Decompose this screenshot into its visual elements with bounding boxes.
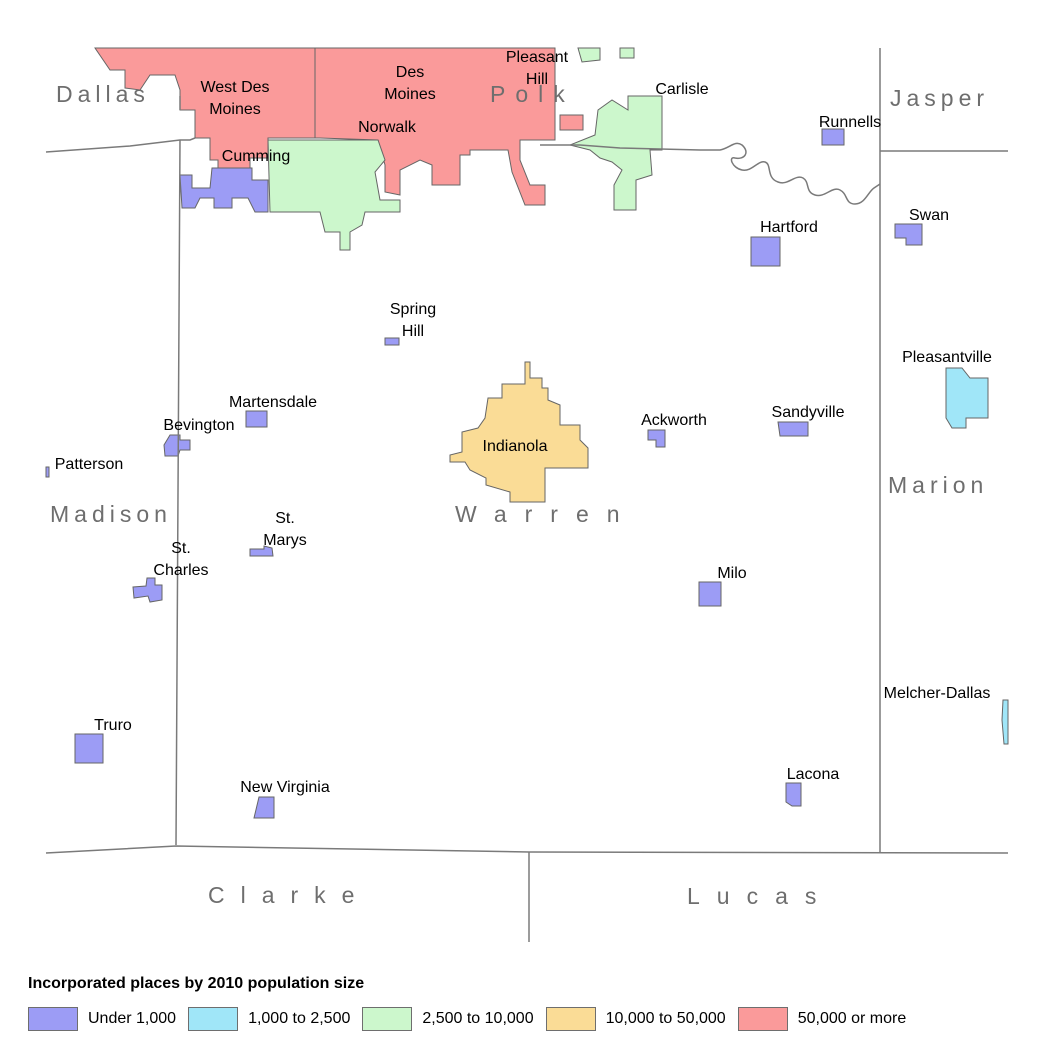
carlisle-area — [568, 47, 663, 211]
place-label-cumming: Cumming — [222, 148, 290, 165]
place-label-carlisle: Carlisle — [655, 81, 708, 98]
place-label-hartford: Hartford — [760, 219, 818, 236]
county-label-lucas: Lucas — [687, 883, 833, 909]
south-boundary — [45, 845, 1009, 854]
patterson-place — [45, 466, 50, 478]
bevington-place — [163, 434, 191, 457]
county-label-dallas: Dallas — [56, 81, 150, 107]
county-labels: Dallas Polk Jasper Madison Warren Marion… — [50, 81, 989, 909]
legend-label: 1,000 to 2,500 — [248, 1010, 351, 1027]
legend-item-10000-50000: 10,000 to 50,000 — [545, 1007, 726, 1031]
place-label-new-virginia: New Virginia — [240, 779, 330, 796]
place-label-indianola: Indianola — [483, 438, 548, 455]
place-label-des-moines-2: Moines — [384, 86, 436, 103]
place-label-st-marys: St. — [275, 510, 295, 527]
legend-swatch — [737, 1007, 788, 1031]
place-label-melcher-dallas: Melcher-Dallas — [884, 685, 991, 702]
place-label-swan: Swan — [909, 207, 949, 224]
place-label-truro: Truro — [94, 717, 132, 734]
county-label-warren: Warren — [455, 501, 638, 527]
map-legend: Incorporated places by 2010 population s… — [28, 975, 1028, 1031]
place-label-pleasant-hill: Pleasant — [506, 49, 569, 66]
legend-label: 2,500 to 10,000 — [422, 1010, 534, 1027]
place-polygons — [45, 47, 1009, 819]
county-label-clarke: Clarke — [208, 882, 370, 908]
county-label-jasper: Jasper — [890, 85, 989, 111]
pleasant-hill-fragment — [559, 114, 584, 131]
county-label-polk: Polk — [490, 81, 575, 107]
milo-place — [698, 581, 722, 607]
new-virginia-place — [253, 796, 275, 819]
place-label-patterson: Patterson — [55, 456, 123, 473]
county-label-madison: Madison — [50, 501, 172, 527]
spring-hill-place — [384, 337, 400, 346]
indianola-place — [449, 361, 589, 503]
place-label-west-des-moines-2: Moines — [209, 101, 261, 118]
place-label-west-des-moines: West Des — [200, 79, 269, 96]
place-label-des-moines: Des — [396, 64, 424, 81]
legend-label: 10,000 to 50,000 — [605, 1010, 726, 1027]
place-label-pleasantville: Pleasantville — [902, 349, 992, 366]
st-marys-place — [249, 545, 274, 557]
madison-warren-boundary — [175, 96, 181, 846]
legend-swatch — [545, 1007, 596, 1031]
ackworth-place — [647, 429, 666, 448]
runnells-place — [821, 128, 845, 146]
legend-row: Under 1,000 1,000 to 2,500 2,500 to 10,0… — [28, 1007, 1028, 1031]
place-label-spring-hill: Spring — [390, 301, 436, 318]
place-label-bevington: Bevington — [163, 417, 234, 434]
place-label-st-charles: St. — [171, 540, 191, 557]
place-label-spring-hill-2: Hill — [402, 323, 424, 340]
legend-swatch — [28, 1007, 78, 1031]
place-label-st-charles-2: Charles — [153, 562, 208, 579]
legend-swatch — [362, 1007, 413, 1031]
legend-item-2500-10000: 2,500 to 10,000 — [362, 1007, 534, 1031]
place-label-norwalk: Norwalk — [358, 119, 417, 136]
melcher-dallas-place — [1001, 699, 1009, 745]
lacona-place — [785, 782, 802, 807]
legend-label: Under 1,000 — [88, 1010, 177, 1027]
legend-item-50000-plus: 50,000 or more — [737, 1007, 907, 1031]
legend-item-under-1000: Under 1,000 — [28, 1007, 176, 1031]
pleasantville-place — [945, 367, 989, 429]
des-moines-area — [314, 47, 556, 206]
county-label-marion: Marion — [888, 472, 988, 498]
st-charles-place — [132, 577, 163, 603]
legend-label: 50,000 or more — [797, 1010, 907, 1027]
cumming-place — [179, 167, 269, 213]
place-label-pleasant-hill-2: Hill — [526, 71, 548, 88]
place-label-ackworth: Ackworth — [641, 412, 707, 429]
place-label-milo: Milo — [717, 565, 746, 582]
place-label-lacona: Lacona — [787, 766, 840, 783]
legend-title: Incorporated places by 2010 population s… — [28, 975, 365, 992]
legend-swatch — [188, 1007, 239, 1031]
place-label-st-marys-2: Marys — [263, 532, 307, 549]
place-label-runnells: Runnells — [819, 114, 881, 131]
martensdale-place — [245, 410, 268, 428]
norwalk-area — [267, 139, 401, 251]
sandyville-place — [777, 421, 809, 437]
county-boundaries — [45, 48, 1009, 942]
legend-item-1000-2500: 1,000 to 2,500 — [188, 1007, 350, 1031]
truro-place — [74, 733, 104, 764]
hartford-place — [750, 236, 781, 267]
place-label-sandyville: Sandyville — [772, 404, 845, 421]
swan-place — [894, 223, 923, 246]
place-label-martensdale: Martensdale — [229, 394, 317, 411]
place-labels: West Des Moines Des Moines Pleasant Hill… — [55, 49, 992, 796]
